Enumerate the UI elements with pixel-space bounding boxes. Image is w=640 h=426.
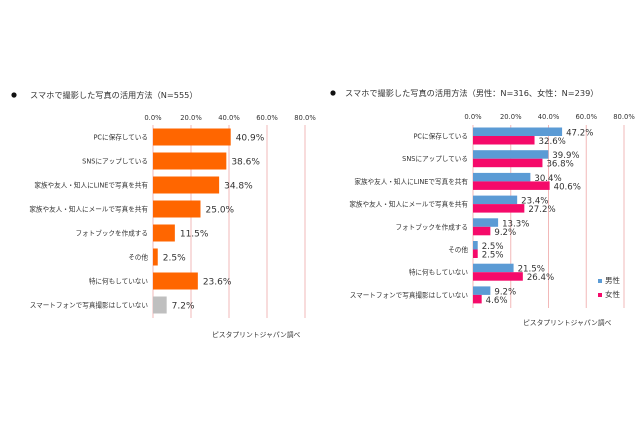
bar [153, 248, 158, 266]
source-note: ピスタプリントジャパン調べ [212, 330, 301, 339]
data-label: 36.8% [546, 160, 573, 170]
data-label: 2.5% [482, 242, 504, 252]
tick-label: 20.0% [180, 114, 202, 122]
data-label: 7.2% [172, 302, 195, 312]
data-label: 2.5% [163, 254, 186, 264]
bar [153, 296, 167, 314]
data-label: 38.6% [231, 158, 260, 168]
data-label: 39.9% [552, 151, 579, 161]
bar-female [473, 226, 491, 236]
bar-male [473, 172, 531, 182]
data-label: 2.5% [482, 251, 504, 261]
data-label: 9.2% [494, 228, 516, 238]
data-label: 40.9% [236, 134, 265, 144]
category-label: 家族や友人・知人にLINEで写真を共有 [34, 181, 148, 190]
bar-male [473, 218, 499, 227]
category-label: その他 [448, 245, 468, 254]
data-label: 13.3% [502, 219, 529, 229]
bar [153, 224, 175, 242]
legend-swatch [598, 293, 602, 297]
bullet-icon [11, 92, 17, 98]
data-label: 47.2% [566, 129, 593, 139]
bar-female [473, 181, 550, 190]
bar-female [473, 158, 543, 168]
tick-label: 0.0% [144, 114, 162, 122]
legend-label: 女性 [605, 289, 620, 299]
category-label: PCに保存している [93, 133, 148, 142]
data-label: 26.4% [527, 273, 554, 283]
tick-label: 80.0% [613, 113, 635, 121]
category-label: 特に何もしていない [89, 277, 149, 286]
bar-female [473, 249, 478, 258]
category-label: SNSにアップしている [402, 155, 468, 163]
bar-female [473, 294, 482, 304]
data-label: 32.6% [539, 137, 566, 147]
data-label: 21.5% [518, 265, 545, 275]
chart-title: スマホで撮影した写真の活用方法（男性：N=316、女性：N=239） [345, 88, 598, 98]
bullet-icon [330, 90, 336, 96]
bar-male [473, 263, 514, 273]
bar [153, 200, 201, 218]
tick-label: 60.0% [575, 113, 597, 121]
data-label: 9.2% [494, 287, 516, 297]
legend-swatch [598, 279, 602, 283]
bar-female [473, 136, 535, 145]
data-label: 23.6% [203, 278, 232, 288]
bar-male [473, 127, 563, 136]
legend-label: 男性 [605, 275, 620, 285]
data-label: 34.8% [224, 182, 253, 192]
bar [153, 272, 198, 290]
tick-label: 20.0% [500, 113, 522, 121]
category-label: スマートフォンで写真撮影はしていない [350, 290, 469, 299]
bar-male [473, 150, 549, 159]
category-label: その他 [128, 253, 148, 262]
category-label: PCに保存している [413, 132, 468, 141]
category-label: 家族や友人・知人にメールで写真を共有 [349, 200, 468, 209]
tick-label: 40.0% [538, 113, 560, 121]
bar-male [473, 195, 518, 205]
tick-label: 80.0% [294, 114, 316, 122]
category-label: 家族や友人・知人にLINEで写真を共有 [354, 177, 468, 186]
category-label: 家族や友人・知人にメールで写真を共有 [29, 205, 148, 214]
data-label: 25.0% [206, 206, 235, 216]
data-label: 23.4% [521, 197, 548, 207]
tick-label: 0.0% [464, 113, 482, 121]
source-note: ピスタプリントジャパン調べ [523, 318, 612, 327]
data-label: 27.2% [528, 205, 555, 215]
bar [153, 176, 220, 194]
bar-male [473, 241, 478, 250]
bar-female [473, 204, 525, 213]
tick-label: 60.0% [256, 114, 278, 122]
category-label: 特に何もしていない [409, 268, 469, 277]
category-label: フォトブックを作成する [75, 229, 148, 238]
chart-by-gender: スマホで撮影した写真の活用方法（男性：N=316、女性：N=239） 0.0% 20… [330, 88, 635, 327]
bar-male [473, 286, 491, 295]
bar [153, 128, 231, 146]
category-label: SNSにアップしている [82, 158, 148, 166]
data-label: 30.4% [534, 174, 561, 184]
category-label: スマートフォンで写真撮影はしていない [30, 301, 149, 310]
bar-female [473, 272, 523, 281]
chart-title: スマホで撮影した写真の活用方法（N=555） [30, 90, 198, 100]
bar [153, 152, 227, 170]
tick-label: 40.0% [218, 114, 240, 122]
data-label: 4.6% [486, 296, 508, 306]
data-label: 11.5% [180, 230, 209, 240]
chart-overall: スマホで撮影した写真の活用方法（N=555） 0.0% 20.0% 40.0% 60.0… [11, 90, 316, 339]
data-label: 40.6% [554, 182, 581, 192]
category-label: フォトブックを作成する [395, 222, 468, 231]
